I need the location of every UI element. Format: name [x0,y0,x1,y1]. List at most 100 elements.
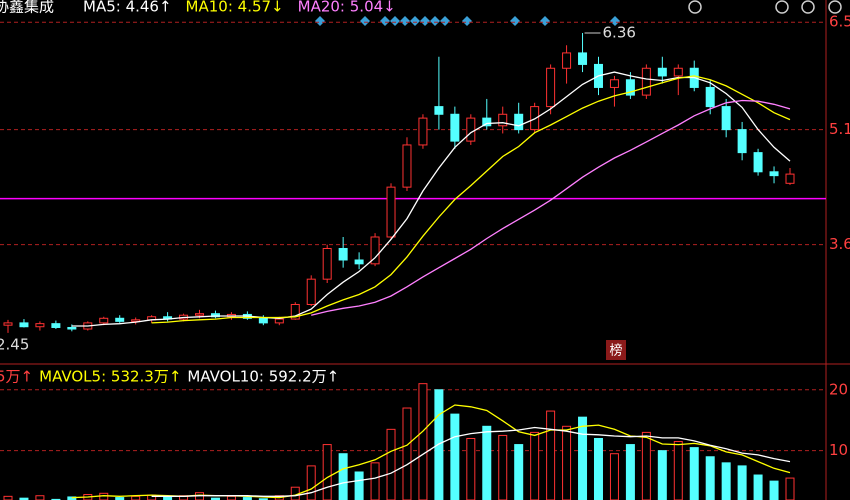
legend-entry: MA20: 5.04↓ [298,0,396,16]
volume-bar [514,444,524,500]
candle-body [705,86,715,108]
signal-marker [540,16,550,26]
volume-bar [210,497,220,500]
ma-line [311,99,791,316]
volume-bar [163,496,173,500]
candle-body [673,67,683,77]
volume-bar [546,410,556,500]
legend-entry: MA10: 4.57↓ [186,0,284,16]
legend-entry: MAVOL10: 592.2万↑ [187,368,339,386]
volume-bar [226,495,236,500]
volume-bar [625,444,635,500]
signal-marker [315,16,325,26]
candle-body [769,171,779,177]
icon[interactable] [828,0,842,14]
volume-bar [99,492,109,500]
y-tick-label: 6.5 [829,13,850,31]
y-tick-label: 3.6 [829,235,850,253]
candle-body [386,186,396,238]
candle-body [625,79,635,96]
volume-bar [753,474,763,500]
volume-bar [306,465,316,500]
candle-body [131,319,141,322]
candle-body [35,323,45,328]
candle-body [578,52,588,65]
candle-body [482,117,492,127]
volume-bar [785,477,795,500]
candle-body [338,247,348,261]
candle-body [274,318,284,324]
candle-body [609,79,619,88]
volume-bar [657,450,667,500]
signal-marker [610,16,620,26]
candle-body [19,322,29,328]
signal-marker [400,16,410,26]
volume-bar [418,383,428,500]
volume-bar [769,480,779,500]
volume-bar [386,428,396,500]
candle-body [641,67,651,96]
volume-bar [498,434,508,500]
candle-body [514,113,524,131]
volume-bar [721,462,731,500]
high-label: 6.36 [603,23,636,41]
icon[interactable] [801,0,815,14]
y-tick-label: 20 [829,380,848,398]
y-tick-label: 5.1 [829,120,850,138]
ma-line [151,75,791,324]
candle-body [210,313,220,318]
icon[interactable] [775,0,789,14]
candle-body [737,129,747,154]
candle-body [3,322,13,326]
signal-marker [390,16,400,26]
volume-bar [322,444,332,500]
volume-bar [737,465,747,500]
icon[interactable] [688,0,702,14]
candle-body [753,152,763,173]
candle-body [418,117,428,146]
volume-bar [35,495,45,500]
candle-body [115,317,125,322]
volume-bar [402,407,412,500]
signal-marker [380,16,390,26]
candle-body [402,144,412,188]
low-label: 2.45 [0,335,29,353]
volume-bar [258,498,268,500]
signal-marker [462,16,472,26]
stock-name: 协鑫集成 [0,0,54,16]
candle-body [721,106,731,131]
volume-bar [609,453,619,500]
candle-body [51,323,61,328]
badge-box [606,340,626,360]
y-tick-label: 10 [829,441,848,459]
candle-body [306,278,316,305]
candle-body [530,106,540,131]
volume-bar [3,495,13,500]
candle-body [195,313,205,316]
volume-bar [434,389,444,500]
volume-bar [370,462,380,500]
volume-bar [689,447,699,500]
signal-marker [360,16,370,26]
ma-line [71,71,791,327]
volume-bar [354,471,364,500]
volume-bar [562,425,572,500]
volume-bar [482,425,492,500]
legend-entry: MA5: 4.46↑ [83,0,172,16]
signal-marker [510,16,520,26]
volume-bar [705,456,715,500]
legend-entry: 5万↑ [0,368,33,386]
candle-body [785,173,795,184]
volume-bar [578,416,588,500]
mavol-line [151,426,791,497]
candle-body [562,52,572,69]
badge: 榜 [609,343,622,359]
signal-marker [440,16,450,26]
volume-bar [450,413,460,500]
candle-body [546,67,556,108]
volume-bar [673,441,683,500]
candle-body [67,326,77,330]
candle-body [498,113,508,127]
candle-body [99,317,109,324]
candle-body [354,259,364,265]
